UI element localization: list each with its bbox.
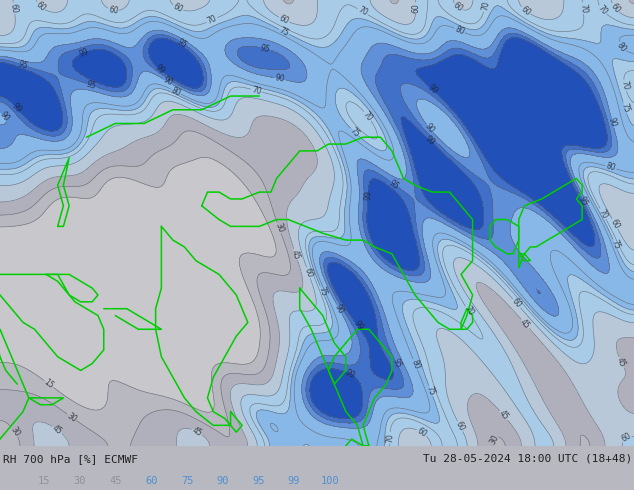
Text: 95: 95 [252,476,264,487]
Text: 80: 80 [409,358,421,370]
Text: 45: 45 [290,248,301,261]
Text: 60: 60 [278,14,290,26]
Text: 45: 45 [615,356,628,368]
Text: 30: 30 [65,411,79,424]
Text: 60: 60 [108,5,119,16]
Text: 99: 99 [363,190,373,200]
Text: 99: 99 [78,47,90,59]
Text: 30: 30 [8,425,22,438]
Text: 75: 75 [425,385,437,397]
Text: Tu 28-05-2024 18:00 UTC (18+48): Tu 28-05-2024 18:00 UTC (18+48) [424,454,633,464]
Text: 99: 99 [153,63,166,76]
Text: 45: 45 [519,317,532,330]
Text: 60: 60 [454,420,467,433]
Text: 70: 70 [361,109,374,122]
Text: 60: 60 [302,267,314,279]
Text: 60: 60 [172,2,184,14]
Text: 60: 60 [451,1,465,14]
Text: 70: 70 [578,3,588,14]
Text: 95: 95 [17,59,29,71]
Text: 60: 60 [415,426,429,439]
Text: 30: 30 [488,433,500,446]
Text: 99: 99 [344,368,356,381]
Text: 75: 75 [348,126,361,139]
Text: 90: 90 [275,74,285,84]
Text: 95: 95 [577,195,590,207]
Text: 80: 80 [605,162,616,173]
Text: 70: 70 [206,14,218,26]
Text: 90: 90 [333,302,346,316]
Text: 80: 80 [616,40,628,53]
Text: 60: 60 [619,431,633,444]
Text: 90: 90 [161,75,174,88]
Text: 99: 99 [10,101,23,115]
Text: 45: 45 [110,476,122,487]
Text: 60: 60 [510,297,523,310]
Text: 99: 99 [426,83,439,97]
Text: 15: 15 [38,476,51,487]
Text: 70: 70 [462,305,475,318]
Text: 45: 45 [497,409,510,422]
Text: 70: 70 [619,80,630,91]
Text: 60: 60 [145,476,158,487]
Text: 90: 90 [0,109,11,122]
Text: 60: 60 [9,2,19,14]
Text: 95: 95 [391,357,403,369]
Text: 95: 95 [85,79,97,91]
Text: 60: 60 [34,0,47,13]
Text: 60: 60 [609,1,621,15]
Text: 75: 75 [619,102,631,114]
Text: 75: 75 [278,25,290,38]
Text: 60: 60 [519,4,533,17]
Text: 99: 99 [288,476,301,487]
Text: 70: 70 [385,433,394,443]
Text: 30: 30 [74,476,86,487]
Text: 60: 60 [609,218,621,230]
Text: 45: 45 [190,425,204,438]
Text: 95: 95 [388,178,401,191]
Text: 30: 30 [273,222,285,234]
Text: 70: 70 [596,3,609,17]
Text: 100: 100 [320,476,339,487]
Text: 99: 99 [351,319,365,332]
Text: 80: 80 [453,24,466,37]
Text: 70: 70 [250,85,262,97]
Text: 99: 99 [423,134,436,147]
Text: 90: 90 [216,476,229,487]
Text: 70: 70 [480,0,491,12]
Text: 95: 95 [259,43,271,54]
Text: 15: 15 [42,377,55,391]
Text: 75: 75 [316,285,328,297]
Text: 75: 75 [609,238,621,250]
Text: 75: 75 [181,476,193,487]
Text: 95: 95 [176,37,189,49]
Text: 90: 90 [607,116,618,128]
Text: 70: 70 [597,207,609,220]
Text: RH 700 hPa [%] ECMWF: RH 700 hPa [%] ECMWF [3,454,138,464]
Text: 60: 60 [411,3,420,13]
Text: 45: 45 [51,423,64,436]
Text: 70: 70 [356,5,369,18]
Text: 80: 80 [170,85,183,98]
Text: 90: 90 [423,122,436,135]
